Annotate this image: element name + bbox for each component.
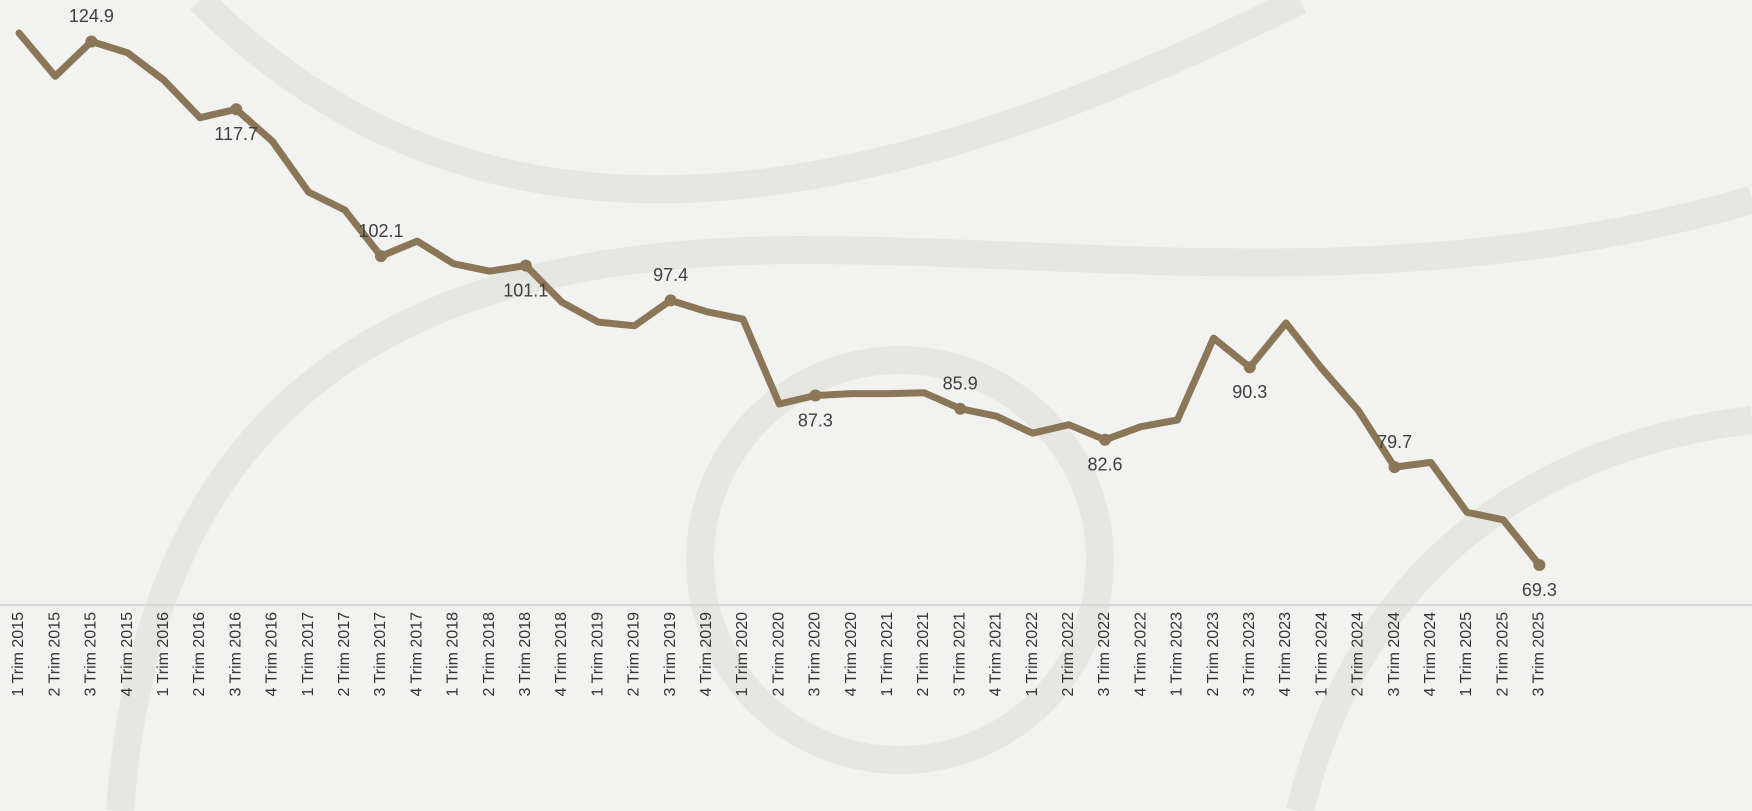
x-tick-label: 1 Trim 2018 [445,612,462,697]
x-tick-label: 1 Trim 2021 [879,612,896,697]
x-tick-label: 1 Trim 2025 [1458,612,1475,697]
x-tick-label: 1 Trim 2015 [10,612,27,697]
value-label: 101.1 [503,280,548,300]
x-tick-label: 1 Trim 2020 [734,612,751,697]
x-tick-label: 4 Trim 2015 [119,612,136,697]
x-tick-label: 2 Trim 2022 [1060,612,1077,697]
x-tick-label: 4 Trim 2024 [1422,612,1439,697]
x-tick-label: 4 Trim 2016 [264,612,281,697]
value-label: 97.4 [653,265,688,285]
marker [375,250,387,263]
x-tick-label: 1 Trim 2019 [589,612,606,697]
value-label: 102.1 [358,221,403,241]
x-tick-label: 1 Trim 2017 [300,612,317,697]
x-tick-label: 4 Trim 2022 [1132,612,1149,697]
marker [1243,361,1256,374]
marker [519,259,532,272]
x-tick-label: 2 Trim 2025 [1494,612,1511,697]
x-tick-label: 3 Trim 2022 [1096,612,1113,697]
value-label: 90.3 [1232,382,1267,402]
x-tick-label: 3 Trim 2023 [1241,612,1258,697]
x-tick-label: 4 Trim 2021 [988,612,1005,697]
marker [1533,559,1546,571]
marker [809,389,822,402]
marker [1099,433,1111,446]
x-tick-label: 2 Trim 2017 [336,612,353,697]
x-tick-label: 4 Trim 2023 [1277,612,1294,697]
x-tick-label: 1 Trim 2016 [155,612,172,697]
x-tick-label: 4 Trim 2020 [843,612,860,697]
value-label: 124.9 [69,6,114,26]
x-tick-label: 1 Trim 2024 [1313,612,1330,697]
value-label: 85.9 [943,373,978,393]
line [15,29,1543,569]
x-tick-label: 2 Trim 2018 [481,612,498,697]
x-tick-label: 3 Trim 2025 [1531,612,1548,697]
x-tick-label: 3 Trim 2019 [662,612,679,697]
x-tick-label: 2 Trim 2021 [915,612,932,697]
x-tick-label: 3 Trim 2016 [227,612,244,697]
marker [954,402,967,415]
marker [664,294,677,307]
x-tick-label: 1 Trim 2022 [1024,612,1041,697]
value-label: 87.3 [798,410,833,430]
value-label: 69.3 [1522,580,1557,600]
marker [230,103,243,116]
x-tick-label: 3 Trim 2018 [517,612,534,697]
x-tick-label: 4 Trim 2018 [553,612,570,697]
x-tick-label: 3 Trim 2020 [807,612,824,697]
value-label: 82.6 [1087,455,1122,475]
x-tick-label: 4 Trim 2017 [408,612,425,697]
x-tick-label: 3 Trim 2017 [372,612,389,697]
marker [85,35,98,48]
x-tick-label: 4 Trim 2019 [698,612,715,697]
marker [1388,461,1401,474]
background-pattern [106,0,1752,811]
x-tick-label: 2 Trim 2019 [626,612,643,697]
value-label: 79.7 [1377,432,1412,452]
x-tick-label: 3 Trim 2024 [1386,612,1403,697]
x-tick-label: 2 Trim 2020 [770,612,787,697]
value-label: 117.7 [214,124,258,144]
x-tick-label: 3 Trim 2021 [951,612,968,697]
x-tick-label: 2 Trim 2023 [1205,612,1222,697]
x-tick-label: 2 Trim 2024 [1350,612,1367,697]
x-tick-label: 3 Trim 2015 [83,612,100,697]
x-tick-label: 2 Trim 2015 [46,612,63,697]
x-tick-label: 1 Trim 2023 [1169,612,1186,697]
x-tick-label: 2 Trim 2016 [191,612,208,697]
